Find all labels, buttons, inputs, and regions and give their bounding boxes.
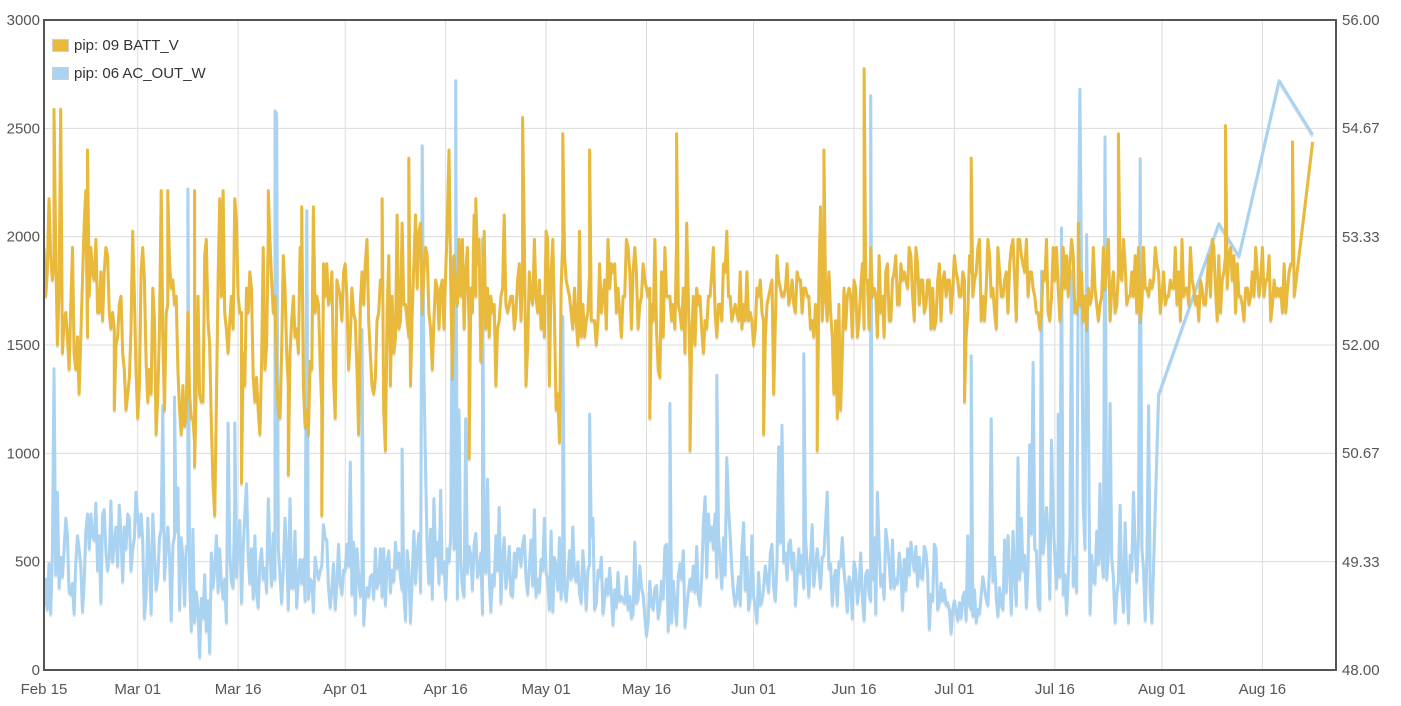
x-tick-label-feb-15: Feb 15 — [21, 681, 68, 698]
series-layer — [44, 67, 1315, 661]
x-tick-label-jul-01: Jul 01 — [934, 681, 974, 698]
y-left-tick-label-2500: 2500 — [7, 120, 40, 137]
plot-frame — [43, 19, 1337, 671]
series-line-pip-06-ac-out-w[interactable] — [44, 79, 1314, 659]
y-axis-left-labels: 0 500 1000 1500 2000 2500 3000 — [7, 12, 40, 679]
legend-swatch-batt-v — [52, 38, 69, 52]
x-tick-label-apr-01: Apr 01 — [323, 681, 367, 698]
x-tick-label-aug-16: Aug 16 — [1239, 681, 1287, 698]
legend-label-ac-out-w: pip: 06 AC_OUT_W — [74, 64, 206, 82]
x-tick-label-mar-01: Mar 01 — [114, 681, 161, 698]
x-tick-label-apr-16: Apr 16 — [424, 681, 468, 698]
y-left-tick-label-3000: 3000 — [7, 12, 40, 29]
x-tick-label-jul-16: Jul 16 — [1035, 681, 1075, 698]
y-left-tick-label-1000: 1000 — [7, 445, 40, 462]
y-axis-right-labels: 48.00 49.33 50.67 52.00 53.33 54.67 56.00 — [1342, 12, 1380, 679]
y-right-tick-label-53-33: 53.33 — [1342, 229, 1380, 246]
legend-item-ac-out-w[interactable]: pip: 06 AC_OUT_W — [52, 59, 206, 87]
x-tick-label-aug-01: Aug 01 — [1138, 681, 1186, 698]
legend-swatch-ac-out-w — [52, 66, 69, 80]
y-left-tick-label-500: 500 — [15, 554, 40, 571]
legend: pip: 09 BATT_V pip: 06 AC_OUT_W — [52, 31, 206, 87]
series-line-pip-09-batt-v[interactable] — [44, 67, 1315, 518]
y-right-tick-label-50-67: 50.67 — [1342, 445, 1380, 462]
y-right-tick-label-49-33: 49.33 — [1342, 554, 1380, 571]
y-right-tick-label-56-00: 56.00 — [1342, 12, 1380, 29]
legend-item-batt-v[interactable]: pip: 09 BATT_V — [52, 31, 206, 59]
y-right-tick-label-54-67: 54.67 — [1342, 120, 1380, 137]
legend-label-batt-v: pip: 09 BATT_V — [74, 36, 179, 54]
x-tick-label-jun-01: Jun 01 — [731, 681, 776, 698]
x-tick-label-may-16: May 16 — [622, 681, 671, 698]
y-left-tick-label-0: 0 — [32, 662, 40, 679]
y-right-tick-label-48-00: 48.00 — [1342, 662, 1380, 679]
x-tick-label-mar-16: Mar 16 — [215, 681, 262, 698]
y-left-tick-label-1500: 1500 — [7, 337, 40, 354]
y-right-tick-label-52-00: 52.00 — [1342, 337, 1380, 354]
x-tick-label-may-01: May 01 — [521, 681, 570, 698]
y-left-tick-label-2000: 2000 — [7, 229, 40, 246]
x-tick-label-jun-16: Jun 16 — [831, 681, 876, 698]
x-axis-labels: Feb 15 Mar 01 Mar 16 Apr 01 Apr 16 May 01 May … — [21, 681, 1286, 698]
